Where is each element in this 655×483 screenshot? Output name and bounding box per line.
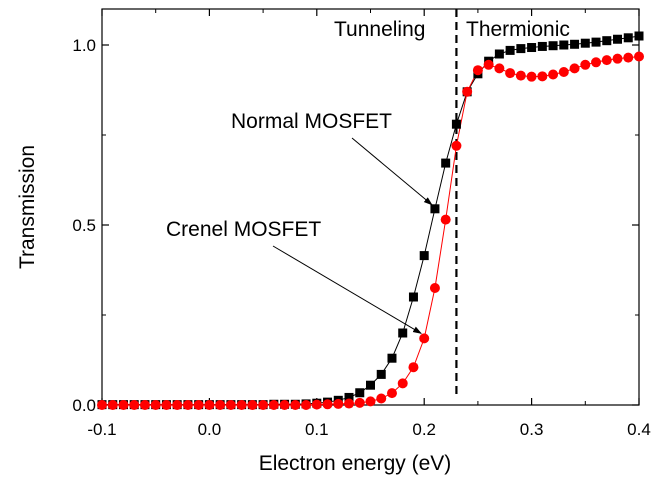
- normal-mosfet-point: [559, 40, 569, 50]
- y-tick-label: 0.5: [72, 216, 96, 235]
- normal-mosfet-point: [430, 204, 440, 214]
- crenel-mosfet-point: [537, 71, 548, 82]
- crenel-mosfet-point: [408, 362, 419, 373]
- normal-mosfet-point: [591, 37, 601, 47]
- crenel-mosfet-point: [494, 63, 505, 74]
- crenel-mosfet-point: [580, 59, 591, 70]
- normal-mosfet-point: [366, 380, 375, 390]
- x-tick-label: 0.3: [520, 420, 544, 439]
- normal-mosfet-annotation: Normal MOSFET: [231, 110, 392, 133]
- crenel-mosfet-arrow: [272, 245, 422, 334]
- crenel-mosfet-point: [258, 400, 269, 410]
- y-tick-label: 1.0: [72, 36, 96, 55]
- crenel-mosfet-point: [344, 398, 355, 409]
- crenel-mosfet-point: [451, 140, 462, 151]
- x-axis-ticks: [101, 9, 640, 405]
- crenel-mosfet-point: [172, 400, 183, 410]
- normal-mosfet-point: [527, 43, 537, 53]
- x-axis-title: Electron energy (eV): [259, 452, 452, 475]
- crenel-mosfet-annotation: Crenel MOSFET: [166, 218, 321, 241]
- crenel-mosfet-point: [376, 393, 387, 404]
- crenel-mosfet-point: [150, 400, 161, 410]
- crenel-mosfet-point: [397, 378, 408, 389]
- crenel-mosfet-point: [505, 68, 516, 79]
- crenel-mosfet-point: [634, 51, 644, 62]
- crenel-mosfet-point: [526, 71, 537, 82]
- normal-mosfet-point: [516, 44, 526, 54]
- normal-mosfet-point: [344, 392, 354, 402]
- normal-mosfet-point: [494, 49, 504, 59]
- normal-mosfet-point: [623, 33, 633, 43]
- normal-mosfet-point: [570, 39, 580, 49]
- normal-mosfet-point: [441, 158, 451, 168]
- normal-mosfet-point: [580, 38, 590, 48]
- normal-mosfet-point: [613, 34, 623, 44]
- normal-mosfet-point: [419, 251, 429, 261]
- crenel-mosfet-point: [97, 400, 107, 410]
- normal-mosfet-point: [387, 353, 397, 363]
- crenel-mosfet-point: [301, 400, 312, 410]
- crenel-mosfet-point: [118, 400, 129, 410]
- x-tick-label: 0.0: [198, 420, 222, 439]
- crenel-mosfet-point: [515, 70, 526, 81]
- crenel-mosfet-point: [472, 65, 483, 76]
- normal-mosfet-point: [537, 41, 547, 51]
- x-tick-label: 0.4: [627, 420, 651, 439]
- thermionic-label: Thermionic: [466, 18, 570, 41]
- normal-mosfet-point: [602, 36, 612, 46]
- crenel-mosfet-point: [247, 400, 258, 410]
- crenel-mosfet-point: [182, 400, 193, 410]
- crenel-mosfet-point: [354, 397, 365, 408]
- normal-mosfet-point: [376, 369, 386, 379]
- crenel-mosfet-point: [462, 86, 473, 97]
- crenel-mosfet-point: [236, 400, 247, 410]
- crenel-mosfet-point: [161, 400, 172, 410]
- crenel-mosfet-point: [591, 57, 602, 68]
- crenel-mosfet-point: [429, 283, 440, 293]
- crenel-mosfet-point: [419, 333, 430, 344]
- crenel-mosfet-point: [279, 400, 290, 410]
- crenel-mosfet-point: [386, 388, 397, 399]
- normal-mosfet-point: [355, 388, 365, 398]
- crenel-mosfet-point: [322, 399, 333, 410]
- plot-frame: [101, 8, 640, 406]
- crenel-mosfet-point: [601, 55, 612, 66]
- crenel-mosfet-point: [215, 400, 226, 410]
- crenel-mosfet-point: [333, 398, 344, 409]
- normal-mosfet-point: [408, 292, 418, 302]
- crenel-mosfet-point: [290, 400, 301, 410]
- crenel-mosfet-point: [139, 400, 150, 410]
- normal-mosfet-point: [634, 31, 644, 41]
- crenel-mosfet-point: [268, 400, 279, 410]
- x-tick-label: 0.1: [305, 420, 329, 439]
- crenel-mosfet-point: [204, 400, 215, 410]
- crenel-mosfet-point: [483, 59, 494, 70]
- crenel-mosfet-point: [107, 400, 118, 410]
- x-tick-label: -0.1: [87, 420, 116, 439]
- normal-mosfet-point: [548, 41, 558, 51]
- crenel-mosfet-point: [569, 63, 580, 74]
- crenel-mosfet-point: [193, 400, 204, 410]
- normal-mosfet-point: [398, 328, 408, 338]
- crenel-mosfet-point: [623, 52, 634, 63]
- crenel-mosfet-point: [225, 400, 236, 410]
- y-tick-label: 0.0: [72, 396, 96, 415]
- normal-mosfet-arrow: [351, 137, 433, 206]
- crenel-mosfet-point: [440, 214, 451, 225]
- crenel-mosfet-point: [311, 399, 322, 410]
- normal-mosfet-point: [505, 45, 515, 55]
- crenel-mosfet-series: [97, 51, 644, 410]
- crenel-mosfet-point: [558, 67, 569, 77]
- y-axis-tick-labels: 0.0 0.5 1.0: [72, 36, 96, 415]
- crenel-mosfet-point: [548, 69, 559, 80]
- tunneling-label: Tunneling: [334, 18, 425, 41]
- crenel-mosfet-point: [612, 53, 623, 64]
- crenel-mosfet-point: [129, 400, 140, 410]
- y-axis-title: Transmission: [16, 145, 39, 269]
- x-tick-label: 0.2: [412, 420, 436, 439]
- x-axis-tick-labels: -0.1 0.0 0.1 0.2 0.3 0.4: [87, 420, 650, 439]
- crenel-mosfet-point: [365, 396, 376, 407]
- normal-mosfet-point: [451, 119, 461, 129]
